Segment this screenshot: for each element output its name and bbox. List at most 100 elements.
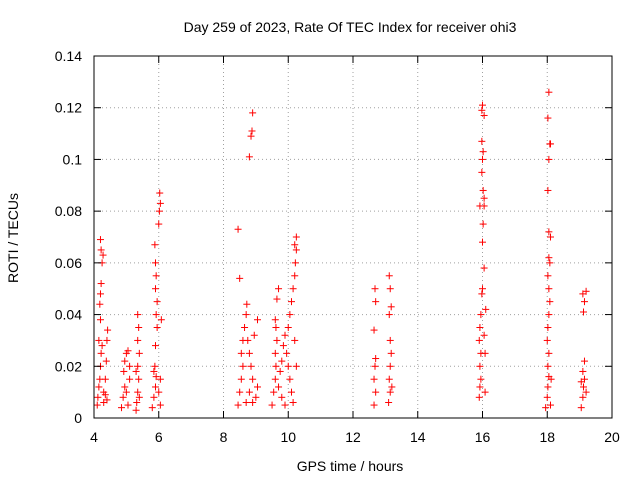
data-point: [152, 259, 160, 267]
data-point: [476, 202, 484, 210]
data-point: [544, 186, 552, 194]
data-point: [253, 383, 261, 391]
data-point: [582, 388, 590, 396]
axis-ticks: 4 6 8 10 12 14 16 18 20 0 0.02 0.04 0.06 0.08 0.1 0.12 0…: [55, 48, 620, 445]
x-tick-label: 14: [410, 429, 426, 445]
data-point: [291, 272, 299, 280]
data-point: [249, 398, 257, 406]
data-point: [281, 401, 289, 409]
data-point: [103, 396, 111, 404]
data-point: [132, 367, 140, 375]
data-point: [292, 362, 300, 370]
y-tick-label: 0.08: [55, 203, 82, 219]
data-point: [291, 241, 299, 249]
data-point: [477, 375, 485, 383]
data-point: [95, 336, 103, 344]
data-point: [234, 401, 242, 409]
data-point: [278, 393, 286, 401]
data-point: [148, 404, 156, 412]
data-point: [545, 254, 553, 262]
x-tick-label: 4: [90, 429, 98, 445]
data-point: [132, 406, 140, 414]
data-point: [151, 362, 159, 370]
data-point: [124, 347, 132, 355]
data-points: [93, 88, 590, 414]
data-point: [124, 401, 132, 409]
data-point: [289, 398, 297, 406]
data-point: [292, 246, 300, 254]
y-tick-label: 0.06: [55, 255, 82, 271]
data-point: [156, 199, 164, 207]
data-point: [386, 285, 394, 293]
data-point: [482, 305, 490, 313]
data-point: [580, 357, 588, 365]
data-point: [387, 303, 395, 311]
data-point: [120, 367, 128, 375]
data-point: [134, 362, 142, 370]
data-point: [480, 331, 488, 339]
data-point: [99, 251, 107, 259]
y-tick-label: 0.02: [55, 358, 82, 374]
chart-title: Day 259 of 2023, Rate Of TEC Index for r…: [184, 19, 517, 35]
data-point: [477, 311, 485, 319]
data-point: [579, 393, 587, 401]
data-point: [273, 295, 281, 303]
data-point: [270, 388, 278, 396]
data-point: [103, 336, 111, 344]
data-point: [286, 375, 294, 383]
data-point: [580, 298, 588, 306]
data-point: [155, 207, 163, 215]
data-point: [152, 311, 160, 319]
data-point: [544, 362, 552, 370]
data-point: [372, 298, 380, 306]
y-tick-label: 0: [74, 410, 82, 426]
data-point: [479, 238, 486, 246]
data-point: [135, 375, 143, 383]
data-point: [134, 336, 142, 344]
data-point: [577, 404, 585, 412]
data-point: [546, 401, 554, 409]
data-point: [121, 383, 129, 391]
data-point: [287, 388, 295, 396]
data-point: [248, 127, 256, 135]
data-point: [479, 285, 486, 293]
data-point: [284, 324, 292, 331]
data-point: [135, 349, 143, 357]
data-point: [372, 388, 380, 396]
data-point: [97, 349, 105, 357]
data-point: [153, 324, 161, 331]
data-point: [577, 378, 585, 386]
data-point: [126, 375, 134, 383]
x-tick-label: 18: [539, 429, 555, 445]
data-point: [543, 393, 551, 401]
data-point: [157, 316, 165, 324]
data-point: [135, 393, 143, 401]
data-point: [156, 375, 164, 383]
data-point: [386, 336, 394, 344]
data-point: [582, 287, 590, 295]
grid-lines: [94, 56, 612, 418]
data-point: [134, 311, 142, 319]
data-point: [370, 401, 378, 409]
data-point: [287, 298, 295, 306]
x-tick-label: 12: [345, 429, 361, 445]
data-point: [545, 349, 553, 357]
data-point: [245, 349, 253, 357]
data-point: [545, 228, 553, 236]
y-axis-label: ROTI / TECUs: [5, 193, 21, 283]
data-point: [475, 393, 483, 401]
data-point: [542, 404, 550, 412]
data-point: [286, 311, 294, 319]
data-point: [545, 155, 553, 163]
data-point: [249, 109, 257, 117]
data-point: [126, 362, 134, 370]
data-point: [479, 148, 487, 156]
data-point: [291, 336, 299, 344]
data-point: [245, 153, 253, 161]
data-point: [372, 355, 380, 363]
data-point: [234, 225, 242, 233]
data-point: [245, 388, 253, 396]
data-point: [478, 137, 486, 145]
